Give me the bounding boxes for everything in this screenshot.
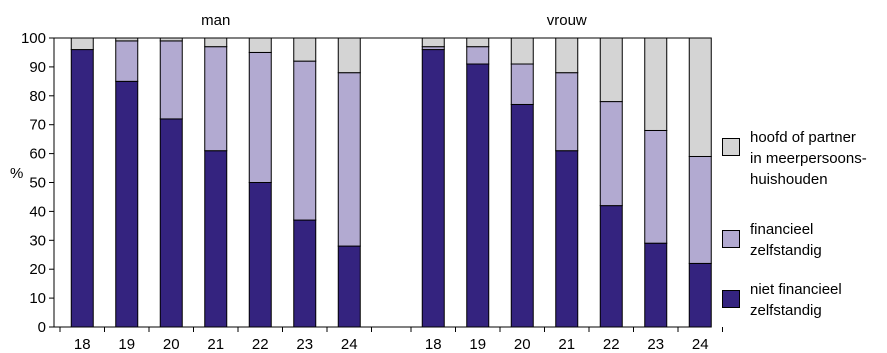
legend-label-hoofd-of-partner: hoofd of partner in meerpersoons- huisho… [750, 129, 867, 188]
bar-man-23-series-1 [293, 60, 317, 221]
bar-man-24-series-2 [337, 37, 361, 74]
x-tick-label-vrouw-21: 21 [558, 336, 575, 353]
x-tick-label-vrouw-23: 23 [647, 336, 664, 353]
y-axis-label: % [10, 165, 23, 182]
bar-vrouw-21-series-2 [555, 37, 579, 74]
y-tick-label-70: 70 [29, 117, 46, 134]
y-tick-label-30: 30 [29, 232, 46, 249]
bar-vrouw-24-series-1 [688, 155, 712, 264]
bar-vrouw-22-series-0 [599, 205, 623, 328]
bar-vrouw-18-series-2 [421, 37, 445, 48]
bar-man-18-series-2 [70, 37, 94, 51]
y-tick-label-50: 50 [29, 175, 46, 192]
legend-label-niet-financieel-zelfstandig: niet financieel zelfstandig [750, 281, 842, 319]
bar-man-19-series-2 [115, 37, 139, 42]
group-label-man: man [201, 12, 230, 29]
bar-vrouw-19-series-2 [466, 37, 490, 48]
y-tick-label-40: 40 [29, 203, 46, 220]
bar-vrouw-20-series-2 [510, 37, 534, 65]
x-tick-label-vrouw-20: 20 [514, 336, 531, 353]
bar-man-20-series-1 [159, 40, 183, 120]
bar-man-22-series-0 [248, 182, 272, 328]
y-tick-label-100: 100 [21, 30, 46, 47]
bar-man-19-series-1 [115, 40, 139, 82]
x-tick-label-vrouw-24: 24 [692, 336, 709, 353]
bar-man-23-series-0 [293, 219, 317, 328]
x-tick-label-man-21: 21 [207, 336, 224, 353]
y-tick-label-10: 10 [29, 290, 46, 307]
legend-label-financieel-zelfstandig: financieel zelfstandig [750, 221, 822, 259]
bar-vrouw-21-series-1 [555, 72, 579, 152]
bar-vrouw-23-series-1 [644, 129, 668, 244]
x-tick-label-man-22: 22 [252, 336, 269, 353]
y-tick-label-60: 60 [29, 146, 46, 163]
bar-man-19-series-0 [115, 80, 139, 328]
bar-man-21-series-1 [204, 46, 228, 152]
bar-vrouw-23-series-0 [644, 242, 668, 328]
y-tick-label-90: 90 [29, 59, 46, 76]
legend-swatch-financieel-zelfstandig [722, 230, 740, 248]
x-tick-label-man-20: 20 [163, 336, 180, 353]
bar-man-20-series-2 [159, 37, 183, 42]
x-tick-label-man-24: 24 [341, 336, 358, 353]
group-label-vrouw: vrouw [547, 12, 587, 29]
bar-vrouw-23-series-2 [644, 37, 668, 131]
bar-man-24-series-0 [337, 245, 361, 328]
bar-vrouw-22-series-2 [599, 37, 623, 103]
bar-man-21-series-0 [204, 150, 228, 328]
bar-vrouw-24-series-2 [688, 37, 712, 157]
bar-vrouw-18-series-0 [421, 49, 445, 328]
bar-man-22-series-2 [248, 37, 272, 53]
bar-man-20-series-0 [159, 118, 183, 328]
y-tick-label-20: 20 [29, 261, 46, 278]
bar-vrouw-21-series-0 [555, 150, 579, 328]
bar-vrouw-22-series-1 [599, 101, 623, 207]
bar-vrouw-19-series-1 [466, 46, 490, 65]
y-tick-label-0: 0 [38, 319, 46, 336]
bar-man-18-series-0 [70, 49, 94, 328]
x-tick-label-vrouw-19: 19 [469, 336, 486, 353]
x-tick-label-man-23: 23 [296, 336, 313, 353]
x-tick-label-vrouw-22: 22 [603, 336, 620, 353]
bar-vrouw-24-series-0 [688, 262, 712, 328]
bar-vrouw-19-series-0 [466, 63, 490, 328]
x-tick-label-man-18: 18 [74, 336, 91, 353]
x-tick-label-man-19: 19 [118, 336, 135, 353]
bar-vrouw-20-series-0 [510, 103, 534, 328]
bar-man-21-series-2 [204, 37, 228, 48]
bar-man-22-series-1 [248, 51, 272, 184]
legend-swatch-niet-financieel-zelfstandig [722, 290, 740, 308]
bar-man-24-series-1 [337, 72, 361, 247]
x-tick-label-vrouw-18: 18 [425, 336, 442, 353]
bar-man-23-series-2 [293, 37, 317, 62]
bar-vrouw-20-series-1 [510, 63, 534, 105]
legend-swatch-hoofd-of-partner [722, 138, 740, 156]
y-tick-label-80: 80 [29, 88, 46, 105]
